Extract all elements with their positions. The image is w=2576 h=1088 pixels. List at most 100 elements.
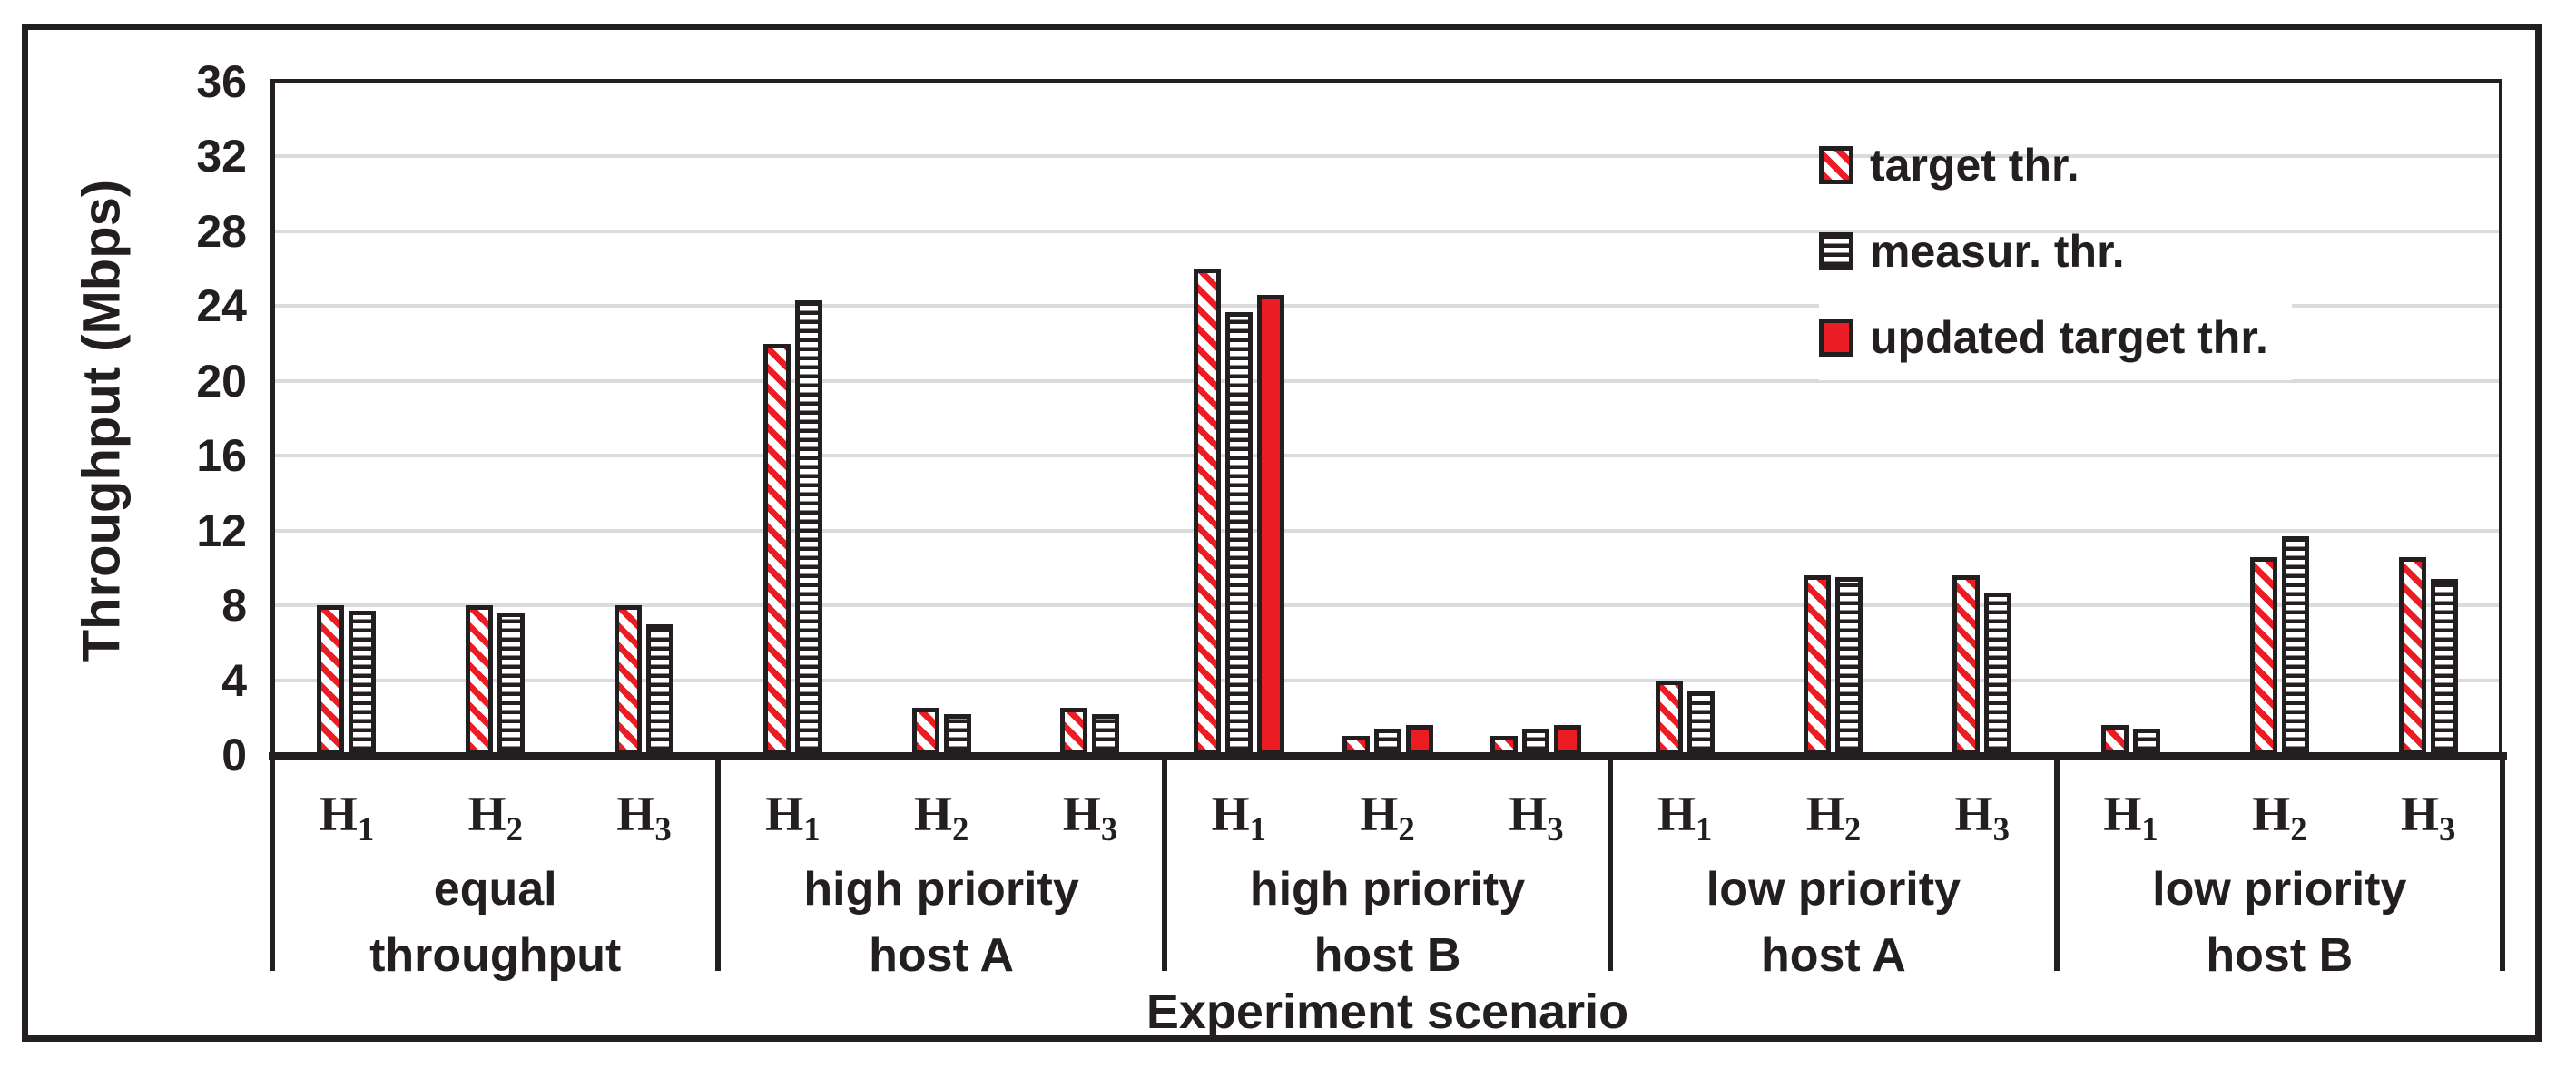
legend-item-measur-thr: measur. thr. — [1819, 208, 2292, 294]
host-label-subscript: 3 — [1547, 810, 1564, 848]
bar-measured — [1374, 729, 1401, 755]
bar-target — [763, 344, 791, 755]
bar-measured — [1225, 312, 1253, 755]
host-label: H2 — [467, 787, 523, 848]
host-label-subscript: 2 — [506, 810, 523, 848]
x-axis-title: Experiment scenario — [1145, 985, 1629, 1039]
gridline-y-12 — [272, 528, 2502, 533]
solid-red-swatch-icon — [1819, 318, 1853, 357]
host-label: H3 — [2401, 787, 2456, 848]
bar-target — [1656, 681, 1683, 755]
bar-measured — [1522, 729, 1549, 755]
bar-measured — [795, 300, 822, 755]
gridline-y-8 — [272, 603, 2502, 608]
host-label-subscript: 2 — [2290, 810, 2307, 848]
bar-target — [1194, 269, 1221, 755]
scenario-label: high priority host A — [718, 857, 1164, 989]
host-label: H1 — [765, 787, 821, 848]
scenario-label: equal throughput — [272, 857, 718, 989]
host-label-subscript: 2 — [1844, 810, 1862, 848]
plot-area-right-border — [2499, 79, 2502, 755]
host-label-subscript: 2 — [952, 810, 969, 848]
host-label: H2 — [1805, 787, 1862, 848]
host-label: H3 — [1509, 787, 1564, 848]
host-label: H1 — [1211, 787, 1266, 848]
scenario-label-line1: low priority — [1706, 863, 1961, 916]
host-label: H3 — [1954, 787, 2010, 848]
host-label: H2 — [1360, 787, 1415, 848]
y-tick-label: 8 — [221, 580, 247, 632]
gridline-y-24 — [272, 304, 2502, 309]
red-diagonal-hatch-swatch-icon — [1819, 145, 1853, 184]
scenario-label-line2: host A — [1760, 929, 1906, 982]
scenario-label: low priority host B — [2057, 857, 2502, 989]
bar-target — [466, 605, 493, 755]
gridline-y-28 — [272, 229, 2502, 233]
y-tick-label: 0 — [221, 730, 247, 780]
category-divider — [2500, 760, 2505, 971]
host-label-subscript: 1 — [803, 810, 821, 848]
bar-updated — [1257, 295, 1284, 755]
y-tick-label: 36 — [196, 56, 247, 107]
x-axis-line — [269, 752, 2507, 760]
y-tick-label: 4 — [221, 654, 247, 706]
bar-measured — [944, 714, 971, 755]
bar-target — [2250, 557, 2277, 755]
host-label: H2 — [2252, 787, 2307, 848]
bar-target — [615, 605, 642, 755]
host-label: H2 — [914, 787, 969, 848]
y-tick-label: 28 — [196, 205, 247, 257]
y-tick-label: 20 — [196, 355, 247, 407]
bar-measured — [349, 611, 376, 755]
host-label-subscript: 1 — [357, 810, 375, 848]
y-axis-line — [270, 79, 275, 755]
scenario-label-line1: equal — [433, 863, 557, 916]
bar-updated — [1406, 725, 1433, 755]
host-label-subscript: 1 — [2141, 810, 2158, 848]
host-label-subscript: 3 — [2439, 810, 2456, 848]
host-label: H1 — [319, 787, 375, 848]
scenario-label-line1: high priority — [803, 863, 1079, 916]
bar-measured — [646, 624, 673, 755]
bar-target — [912, 708, 939, 755]
gridline-y-32 — [272, 154, 2502, 159]
legend-item-updated-target-thr: updated target thr. — [1819, 294, 2292, 380]
category-divider — [715, 760, 722, 971]
scenario-label-line2: host A — [869, 929, 1014, 982]
legend-label: updated target thr. — [1870, 311, 2268, 363]
gridline-y-4 — [272, 678, 2502, 682]
bar-target — [2101, 725, 2129, 755]
bar-target — [1060, 708, 1087, 755]
scenario-label: high priority host B — [1165, 857, 1610, 989]
host-label-subscript: 1 — [1249, 810, 1266, 848]
bar-measured — [497, 613, 525, 755]
legend-label: target thr. — [1870, 139, 2079, 191]
scenario-label: low priority host A — [1610, 857, 2056, 989]
bar-measured — [1835, 577, 1863, 755]
bar-measured — [1687, 691, 1715, 755]
category-divider — [270, 760, 275, 971]
host-label: H1 — [2103, 787, 2158, 848]
host-label-subscript: 1 — [1696, 810, 1713, 848]
bar-measured — [1984, 593, 2011, 755]
category-divider — [1161, 760, 1167, 971]
legend-label: measur. thr. — [1870, 225, 2125, 277]
legend: target thr. measur. thr. updated target … — [1819, 122, 2292, 380]
bar-target — [1952, 575, 1980, 755]
bar-measured — [2431, 579, 2458, 755]
host-label: H3 — [1062, 787, 1118, 848]
legend-item-target-thr: target thr. — [1819, 122, 2292, 208]
bar-target — [317, 605, 344, 755]
host-label-subscript: 3 — [1100, 810, 1118, 848]
bar-target — [1804, 575, 1831, 755]
bar-measured — [2133, 729, 2160, 755]
bar-measured — [1092, 714, 1119, 755]
horizontal-hatch-swatch-icon — [1819, 231, 1853, 270]
host-label-subscript: 3 — [1992, 810, 2010, 848]
scenario-label-line2: host B — [2206, 929, 2354, 982]
scenario-label-line1: low priority — [2152, 863, 2407, 916]
bar-target — [2399, 557, 2426, 755]
y-axis-title: Throughput (Mbps) — [72, 179, 132, 662]
gridline-y-20 — [272, 378, 2502, 383]
host-label: H1 — [1657, 787, 1713, 848]
